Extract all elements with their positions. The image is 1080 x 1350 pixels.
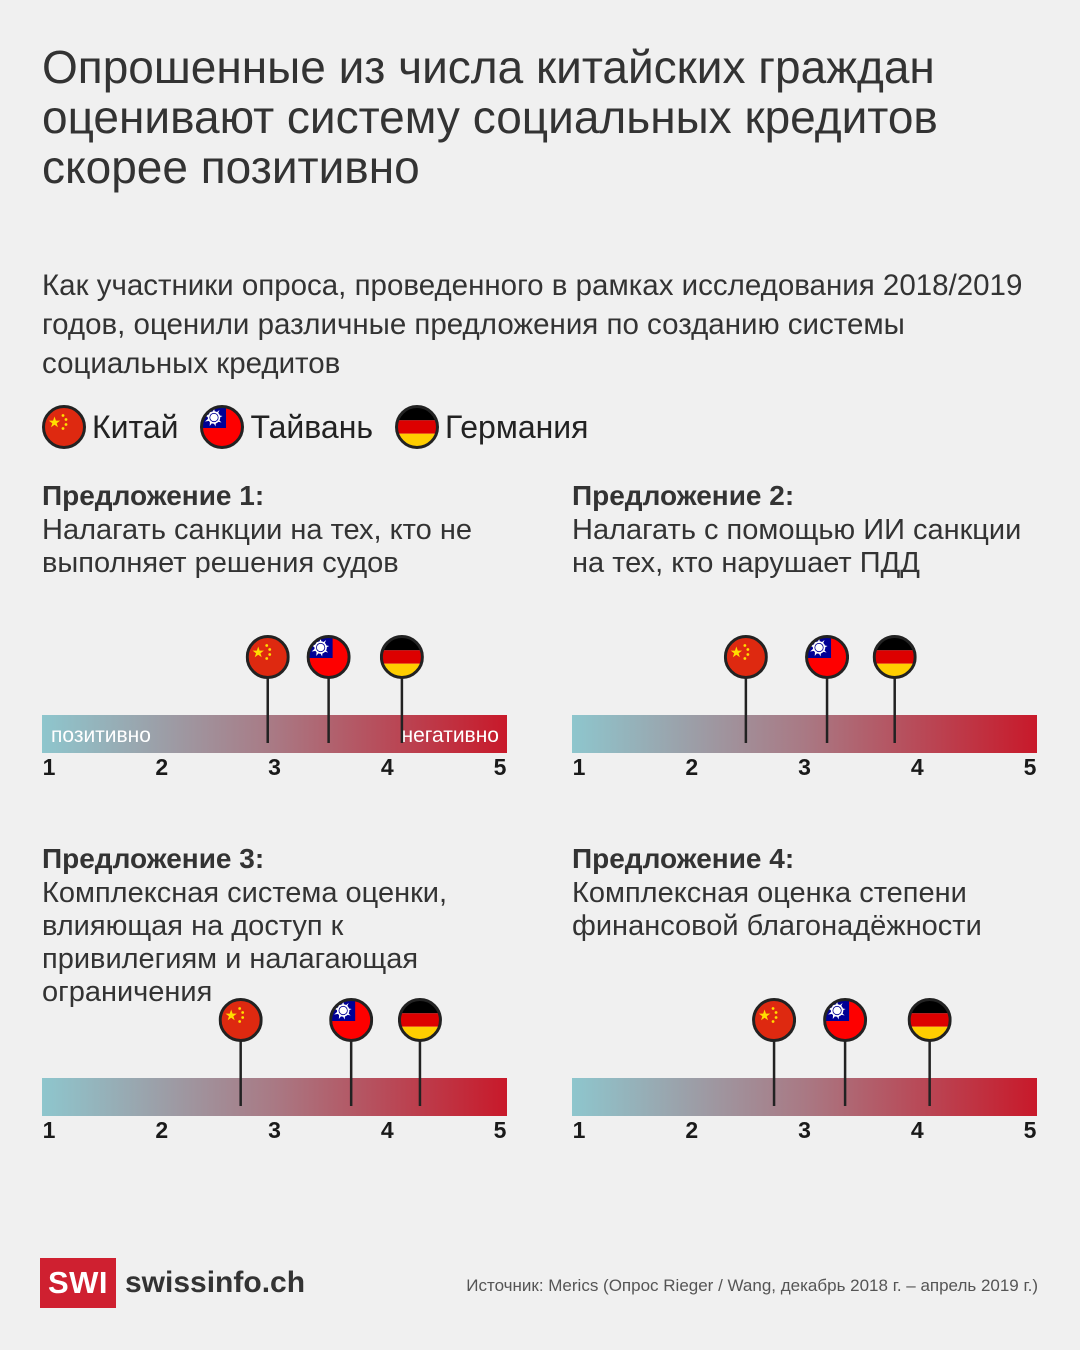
china-flag-icon xyxy=(219,998,263,1042)
data-point-taiwan-flag xyxy=(307,635,351,743)
source-note: Источник: Merics (Опрос Rieger / Wang, д… xyxy=(466,1276,1038,1295)
legend-item-china: Китай xyxy=(42,405,178,449)
tick-label: 3 xyxy=(798,1117,811,1143)
taiwan-flag-icon xyxy=(329,998,373,1042)
legend-label: Китай xyxy=(92,408,179,445)
legend-item-germany: Германия xyxy=(395,405,589,449)
proposal-text: Налагать с помощью ИИ санкции на тех, кт… xyxy=(572,514,1022,579)
site-name: swissinfo.ch xyxy=(125,1266,306,1299)
data-point-germany-flag xyxy=(908,998,952,1106)
legend-item-taiwan: Тайвань xyxy=(200,405,373,449)
germany-flag-icon xyxy=(380,635,424,680)
taiwan-flag-icon xyxy=(200,405,244,449)
data-point-taiwan-flag xyxy=(329,998,373,1106)
data-point-germany-flag xyxy=(380,635,424,743)
data-point-germany-flag xyxy=(873,635,917,743)
tick-label: 4 xyxy=(381,1117,394,1143)
tick-label: 2 xyxy=(685,1117,698,1143)
tick-label: 5 xyxy=(494,1117,507,1143)
scale-bar xyxy=(42,1078,507,1116)
scale-low-label: позитивно xyxy=(51,724,151,747)
china-flag-icon xyxy=(246,635,290,679)
tick-label: 5 xyxy=(1024,1117,1037,1143)
data-point-china-flag xyxy=(724,635,768,743)
tick-label: 4 xyxy=(381,754,394,780)
proposal-chart: 1 2 3 4 5 xyxy=(42,985,507,1143)
page-subtitle: Как участники опроса, проведенного в рам… xyxy=(42,269,1023,380)
tick-label: 4 xyxy=(911,1117,924,1143)
proposal-panel-2: Предложение 2: Налагать с помощью ИИ сан… xyxy=(572,480,1052,810)
legend-label: Тайвань xyxy=(250,408,374,445)
tick-label: 2 xyxy=(155,1117,168,1143)
proposal-panel-4: Предложение 4: Комплексная оценка степен… xyxy=(572,843,1052,1173)
tick-label: 5 xyxy=(1024,754,1037,780)
swi-logo-box: SWI xyxy=(40,1258,116,1308)
proposal-title: Предложение 4: xyxy=(572,843,795,874)
scale-bar xyxy=(572,715,1037,753)
proposal-text: Комплексная система оценки, влияющая на … xyxy=(42,877,448,1008)
germany-flag-icon xyxy=(395,405,439,449)
taiwan-flag-icon xyxy=(307,635,351,679)
tick-label: 1 xyxy=(43,1117,56,1143)
data-point-china-flag xyxy=(219,998,263,1106)
proposal-text: Комплексная оценка степени финансовой бл… xyxy=(572,877,982,942)
proposal-text: Налагать санкции на тех, кто не выполняе… xyxy=(42,514,472,579)
tick-label: 3 xyxy=(268,754,281,780)
tick-label: 3 xyxy=(268,1117,281,1143)
china-flag-icon xyxy=(42,405,86,449)
taiwan-flag-icon xyxy=(823,998,867,1042)
proposal-panel-1: Предложение 1: Налагать санкции на тех, … xyxy=(42,480,522,810)
tick-label: 3 xyxy=(798,754,811,780)
tick-label: 1 xyxy=(573,754,586,780)
data-point-germany-flag xyxy=(398,998,442,1106)
tick-label: 1 xyxy=(43,754,56,780)
page-title: Опрошенные из числа китайских граждан оц… xyxy=(42,41,938,193)
proposal-title: Предложение 2: xyxy=(572,480,795,511)
taiwan-flag-icon xyxy=(805,635,849,679)
china-flag-icon xyxy=(724,635,768,679)
proposal-title: Предложение 1: xyxy=(42,480,265,511)
data-point-china-flag xyxy=(246,635,290,743)
legend-label: Германия xyxy=(445,408,589,445)
tick-label: 1 xyxy=(573,1117,586,1143)
scale-high-label: негативно xyxy=(402,724,499,747)
germany-flag-icon xyxy=(873,635,917,680)
legend: Китай Тайвань Германия xyxy=(42,404,611,450)
tick-label: 4 xyxy=(911,754,924,780)
data-point-china-flag xyxy=(752,998,796,1106)
data-point-taiwan-flag xyxy=(805,635,849,743)
germany-flag-icon xyxy=(398,998,442,1043)
proposal-title: Предложение 3: xyxy=(42,843,265,874)
swissinfo-logo[interactable]: SWI swissinfo.ch xyxy=(40,1258,305,1308)
proposal-panel-3: Предложение 3: Комплексная система оценк… xyxy=(42,843,522,1173)
scale-bar xyxy=(42,715,507,753)
proposal-chart: позитивно негативно 1 2 3 4 5 xyxy=(42,622,507,780)
tick-label: 2 xyxy=(155,754,168,780)
proposal-chart: 1 2 3 4 5 xyxy=(572,622,1037,780)
scale-bar xyxy=(572,1078,1037,1116)
germany-flag-icon xyxy=(908,998,952,1043)
tick-label: 5 xyxy=(494,754,507,780)
data-point-taiwan-flag xyxy=(823,998,867,1106)
tick-label: 2 xyxy=(685,754,698,780)
proposal-chart: 1 2 3 4 5 xyxy=(572,985,1037,1143)
china-flag-icon xyxy=(752,998,796,1042)
